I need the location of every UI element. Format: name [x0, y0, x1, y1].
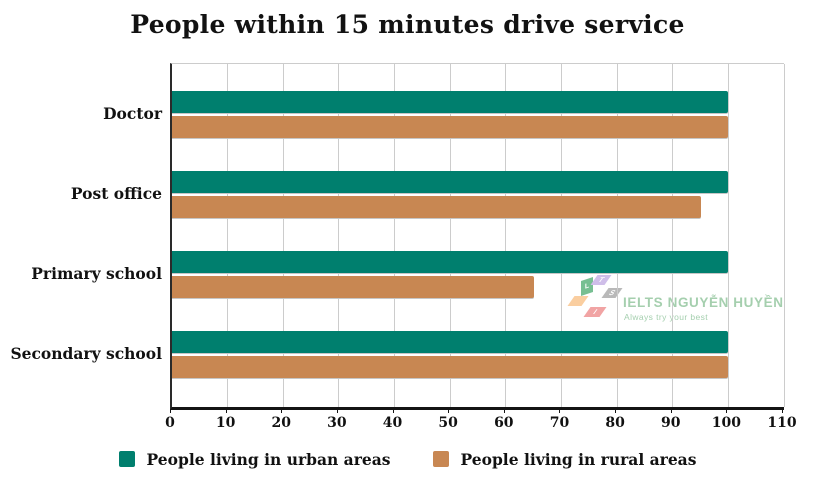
- legend-item-rural: People living in rural areas: [432, 449, 697, 469]
- tick-label-50: 50: [438, 415, 458, 431]
- legend: People living in urban areas People livin…: [0, 447, 815, 471]
- watermark-logo-shape: L: [581, 277, 593, 296]
- legend-swatch: [432, 451, 449, 467]
- legend-label: People living in rural areas: [460, 449, 697, 469]
- tick-label-30: 30: [327, 415, 347, 431]
- tick-label-40: 40: [382, 415, 403, 431]
- category-label-post-office: Post office: [70, 184, 162, 203]
- tick-mark-60: [503, 409, 505, 413]
- gridline-90: [672, 64, 674, 407]
- watermark-logo-shape: S: [601, 288, 623, 298]
- gridline-10: [227, 64, 229, 407]
- x-axis: 0 10 20 30 40 50 60 70 80 90 100 110: [165, 409, 797, 441]
- tick-mark-80: [615, 409, 617, 413]
- tick-label-110: 110: [767, 415, 797, 431]
- gridline-70: [560, 64, 562, 407]
- legend-label: People living in urban areas: [146, 449, 391, 469]
- gridline-80: [616, 64, 618, 407]
- bar-rural-post-office: [172, 196, 701, 218]
- tick-mark-110: [782, 409, 783, 413]
- gridline-40: [394, 64, 396, 407]
- watermark-logo-shape: T: [590, 275, 612, 285]
- bar-rural-secondary-school: [172, 356, 729, 378]
- legend-swatch: [118, 451, 135, 467]
- gridline-110: [783, 64, 785, 407]
- gridline-100: [727, 64, 729, 407]
- gridline-60: [505, 64, 507, 407]
- watermark-logo-shape: [567, 296, 589, 306]
- gridline-30: [338, 64, 340, 407]
- tick-label-60: 60: [494, 415, 514, 431]
- tick-label-90: 90: [660, 415, 681, 431]
- tick-mark-0: [170, 409, 171, 413]
- category-label-doctor: Doctor: [103, 104, 162, 123]
- bar-urban-doctor: [172, 91, 729, 113]
- bar-urban-post-office: [172, 171, 729, 193]
- watermark-tagline-text: Always try your best: [624, 312, 709, 322]
- category-axis: Doctor Post office Primary school Secondary…: [0, 63, 162, 406]
- legend-item-urban: People living in urban areas: [118, 449, 391, 469]
- tick-mark-50: [448, 409, 450, 413]
- tick-label-0: 0: [165, 415, 175, 431]
- bar-rural-doctor: [172, 116, 729, 138]
- gridline-20: [282, 64, 284, 407]
- tick-mark-20: [281, 409, 283, 413]
- tick-mark-40: [392, 409, 394, 413]
- tick-mark-100: [726, 409, 728, 413]
- gridline-50: [449, 64, 451, 407]
- watermark-brand-text: IELTS NGUYỄN HUYỀN: [623, 295, 784, 310]
- chart-title: People within 15 minutes drive service: [130, 10, 685, 39]
- bar-urban-secondary-school: [172, 331, 729, 353]
- tick-label-100: 100: [711, 415, 741, 431]
- tick-label-20: 20: [271, 415, 292, 431]
- category-label-primary-school: Primary school: [31, 264, 162, 283]
- watermark-logo-shape: I: [583, 307, 607, 317]
- tick-mark-30: [336, 409, 338, 413]
- tick-mark-10: [225, 409, 227, 413]
- tick-label-70: 70: [549, 415, 570, 431]
- bar-rural-primary-school: [172, 276, 534, 298]
- tick-mark-70: [559, 409, 561, 413]
- bar-urban-primary-school: [172, 251, 729, 273]
- tick-label-80: 80: [605, 415, 625, 431]
- tick-mark-90: [670, 409, 672, 413]
- tick-label-10: 10: [215, 415, 236, 431]
- category-label-secondary-school: Secondary school: [10, 344, 162, 363]
